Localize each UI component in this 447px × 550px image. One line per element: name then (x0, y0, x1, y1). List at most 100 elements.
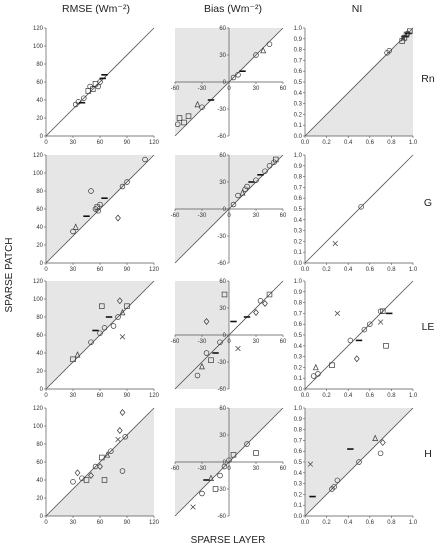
y-tick-label: 0.3 (294, 355, 303, 361)
y-tick-label: 80 (36, 315, 43, 321)
data-point-diamond (74, 469, 81, 477)
y-tick-label: 0 (223, 80, 227, 86)
x-tick-label: -60 (171, 213, 180, 219)
data-point-circle (361, 326, 368, 333)
y-tick-label: 30 (219, 306, 226, 312)
data-point-triangle (312, 363, 319, 371)
x-tick-label: 0 (44, 520, 48, 526)
data-point-circle (334, 477, 341, 484)
data-point-diamond (379, 439, 386, 447)
data-point-square (83, 477, 90, 483)
data-point-diamond (353, 355, 360, 363)
data-point-diamond (262, 300, 268, 307)
data-point-diamond (97, 463, 103, 470)
data-point-square (230, 452, 237, 458)
y-tick-label: 20 (36, 496, 43, 502)
data-point-circle (266, 163, 273, 169)
x-tick-label: 0.2 (322, 393, 331, 399)
data-point-square (176, 115, 183, 121)
row-label-h: H (424, 448, 432, 460)
data-point-circle (194, 372, 201, 379)
x-tick-label: 0.6 (366, 267, 375, 273)
data-point-cross (119, 334, 126, 340)
data-point-triangle (372, 434, 379, 441)
data-point-circle (226, 457, 232, 463)
y-tick-label: -60 (217, 134, 226, 140)
x-tick-label: 0.6 (366, 393, 375, 399)
y-tick-label: 0.1 (294, 250, 303, 256)
y-tick-label: 100 (33, 44, 44, 50)
y-tick-label: 0.3 (294, 482, 303, 488)
one-to-one-line (45, 407, 155, 517)
x-tick-label: 1.0 (409, 140, 418, 146)
data-point-circle (70, 479, 76, 485)
panel-le-ni: 0.0 0.2 0.4 0.6 0.8 1.0 0.0 0.1 0.2 0.3 0.4 0.5 0.6 0… (294, 279, 418, 399)
y-tick-label: 60 (219, 153, 226, 159)
data-point-circle (115, 314, 121, 320)
x-tick-label: 0.8 (387, 393, 396, 399)
x-tick-label: 30 (70, 393, 77, 399)
data-point-circle (88, 339, 94, 345)
y-tick-label: 0.2 (294, 365, 303, 371)
data-point-circle (174, 121, 181, 128)
y-tick-label: 40 (36, 225, 43, 231)
x-tick-label: 0.8 (387, 140, 396, 146)
data-point-circle (221, 463, 228, 470)
data-point-circle (253, 177, 259, 183)
x-tick-label: 0 (44, 393, 48, 399)
row-label-rn: Rn (421, 73, 435, 85)
x-tick-label: 90 (124, 267, 131, 273)
panel-rn-rmse: 0 30 60 90 120 0 20 40 60 80 100 120 (33, 26, 160, 146)
y-tick-label: 0.9 (294, 417, 303, 423)
y-tick-label: 120 (33, 406, 44, 412)
x-tick-label: 0 (44, 267, 48, 273)
data-point-circle (95, 83, 101, 90)
y-tick-label: -60 (217, 387, 226, 393)
y-tick-label: 100 (33, 424, 44, 430)
data-point-circle (253, 52, 259, 58)
panel-le-bias: -60 -30 0 30 60 -60 -30 0 30 60 (171, 279, 287, 393)
x-tick-label: 0 (227, 86, 231, 92)
one-to-one-line (304, 27, 414, 137)
x-tick-label: 0.8 (387, 520, 396, 526)
x-tick-label: 0 (227, 213, 231, 219)
y-tick-label: 0 (40, 514, 44, 520)
x-tick-label: 0.6 (366, 520, 375, 526)
y-tick-label: 100 (33, 297, 44, 303)
x-tick-label: 30 (253, 466, 260, 472)
data-point-circle (122, 434, 128, 440)
y-tick-label: 80 (36, 189, 43, 195)
y-tick-label: 0.9 (294, 37, 303, 43)
data-point-circle (367, 321, 373, 327)
y-tick-label: 1.0 (294, 279, 303, 285)
data-point-square (208, 357, 214, 363)
x-tick-label: 1.0 (409, 267, 418, 273)
data-point-diamond (203, 318, 210, 325)
data-point-square (101, 477, 108, 483)
data-point-circle (230, 74, 237, 81)
x-tick-label: 0 (227, 466, 231, 472)
data-point-circle (266, 41, 273, 47)
y-tick-label: 40 (36, 478, 43, 484)
y-tick-label: 0.7 (294, 311, 303, 317)
y-tick-label: 0.4 (294, 91, 303, 97)
y-tick-label: 0.4 (294, 471, 303, 477)
data-point-circle (217, 472, 223, 479)
x-tick-label: 0 (227, 339, 231, 345)
y-tick-label: 0.6 (294, 69, 303, 75)
x-tick-label: 30 (253, 86, 260, 92)
data-point-triangle (74, 351, 81, 358)
x-tick-label: 1.0 (409, 520, 418, 526)
panel-g-ni: 0.0 0.2 0.4 0.6 0.8 1.0 0.0 0.1 0.2 0.3 0.4 0.5 0.6 0… (294, 153, 418, 273)
y-tick-label: 60 (36, 207, 43, 213)
x-tick-label: 60 (280, 86, 287, 92)
data-point-triangle (72, 223, 79, 230)
data-point-circle (217, 339, 223, 345)
x-tick-label: 0.0 (301, 267, 310, 273)
data-point-circle (92, 206, 99, 212)
data-point-circle (315, 371, 321, 377)
x-tick-label: 120 (149, 140, 160, 146)
data-point-square (273, 156, 279, 163)
x-tick-label: 0.4 (344, 520, 353, 526)
data-point-cross (377, 319, 384, 325)
